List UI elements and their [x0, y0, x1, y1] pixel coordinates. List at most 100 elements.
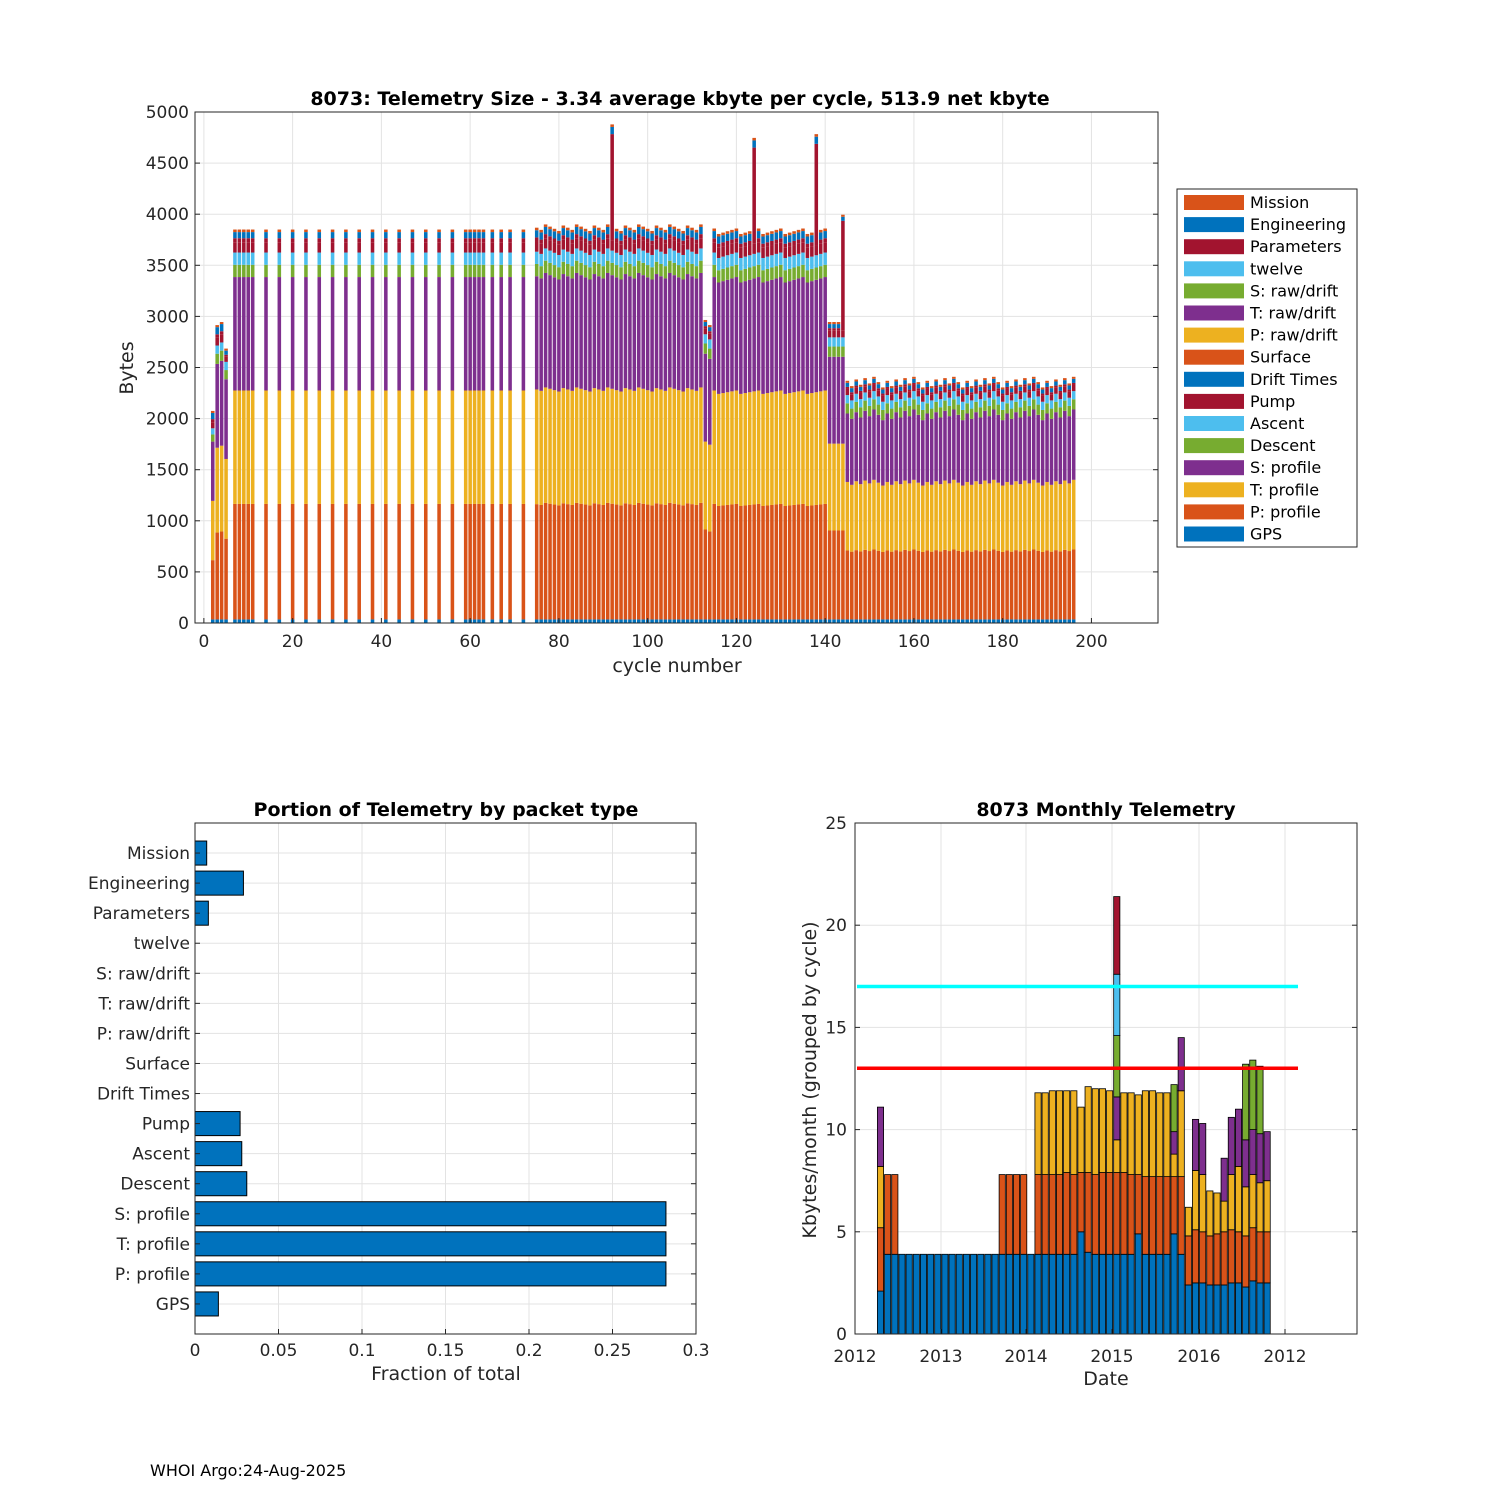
top-bar-segment	[903, 619, 907, 623]
monthly-bar-segment	[1141, 1176, 1149, 1255]
top-bar-segment	[836, 443, 841, 531]
top-bar-segment	[845, 403, 850, 414]
monthly-bar-segment	[1199, 1231, 1207, 1284]
top-bar-segment	[1000, 485, 1005, 552]
top-bar-segment	[712, 390, 716, 504]
top-bar-segment	[610, 503, 614, 620]
top-bar-segment	[770, 245, 774, 256]
top-bar-segment	[583, 619, 588, 623]
top-bar-segment	[747, 231, 752, 234]
top-bar-segment	[1063, 386, 1067, 393]
top-bar-segment	[574, 248, 579, 261]
top-bar-segment	[663, 504, 668, 620]
top-bar-segment	[992, 376, 996, 379]
top-bar-segment	[663, 266, 668, 279]
top-bar-segment	[659, 619, 663, 623]
top-bar-segment	[210, 412, 215, 420]
legend-swatch	[1184, 305, 1244, 321]
top-bar-segment	[304, 242, 308, 253]
top-bar-segment	[739, 282, 743, 394]
top-bar-segment	[397, 619, 401, 623]
top-bar-segment	[832, 322, 836, 325]
top-bar-segment	[641, 388, 645, 504]
top-bar-segment	[863, 386, 867, 393]
top-bar-segment	[730, 239, 734, 244]
top-bar-segment	[983, 378, 987, 381]
top-bar-segment	[579, 262, 583, 276]
monthly-bar-segment	[1091, 1088, 1099, 1175]
top-bar-segment	[632, 243, 637, 254]
top-bar-segment	[872, 378, 876, 383]
top-bar-segment	[481, 264, 486, 278]
top-bar-segment	[703, 529, 708, 620]
top-bar-segment	[907, 405, 912, 417]
top-bar-segment	[1071, 382, 1076, 385]
top-bar-segment	[1023, 384, 1027, 387]
top-bar-segment	[854, 379, 859, 382]
monthly-bar-segment	[1235, 1165, 1243, 1233]
top-bar-segment	[628, 389, 632, 505]
top-bar-segment	[543, 224, 548, 227]
top-bar-segment	[774, 391, 779, 505]
top-bar-segment	[703, 334, 708, 344]
top-bar-segment	[224, 350, 228, 355]
top-bar-segment	[583, 231, 588, 239]
top-bar-segment	[743, 242, 748, 247]
top-bar-segment	[637, 226, 641, 235]
top-ytick-label: 1000	[146, 512, 189, 532]
monthly-bar-segment	[1106, 1253, 1114, 1335]
top-bar-segment	[796, 239, 801, 244]
monthly-bar-segment	[1249, 1174, 1257, 1229]
top-bar-segment	[885, 481, 890, 551]
monthly-bar-segment	[1213, 1233, 1221, 1286]
top-bar-segment	[814, 143, 819, 246]
top-bar-segment	[845, 550, 850, 620]
monthly-bar-segment	[1206, 1235, 1214, 1286]
top-bar-segment	[725, 255, 730, 268]
monthly-bar-segment	[977, 1253, 985, 1335]
top-bar-segment	[685, 228, 690, 236]
top-bar-segment	[716, 505, 721, 620]
top-bar-segment	[610, 619, 614, 623]
top-bar-segment	[898, 392, 903, 400]
monthly-bar-segment	[1227, 1229, 1235, 1284]
legend-label: P: raw/drift	[1250, 326, 1338, 345]
portion-bar	[194, 870, 244, 896]
top-bar-segment	[796, 391, 801, 505]
top-bar-segment	[472, 252, 477, 265]
top-bar-segment	[832, 324, 836, 329]
top-bar-segment	[237, 238, 242, 243]
top-bar-segment	[437, 238, 441, 243]
top-bar-segment	[805, 257, 810, 271]
top-bar-segment	[938, 384, 943, 387]
top-bar-segment	[739, 619, 743, 623]
top-bar-segment	[410, 390, 415, 504]
top-bar-segment	[827, 346, 832, 357]
top-bar-segment	[605, 502, 610, 620]
monthly-bar-segment	[1177, 1090, 1185, 1178]
top-bar-segment	[370, 619, 375, 623]
top-bar-segment	[632, 229, 637, 233]
monthly-bar-segment	[948, 1253, 956, 1335]
top-bar-segment	[978, 399, 983, 408]
top-bar-segment	[477, 252, 481, 265]
top-bar-segment	[978, 386, 983, 391]
top-bar-segment	[468, 229, 472, 233]
top-bar-segment	[659, 227, 663, 231]
monthly-bar-segment	[1027, 1253, 1035, 1335]
top-bar-segment	[810, 235, 814, 243]
top-bar-segment	[1018, 551, 1023, 620]
top-bar-segment	[779, 390, 783, 504]
top-bar-segment	[952, 549, 956, 620]
top-bar-segment	[1067, 619, 1072, 623]
top-bar-segment	[841, 220, 845, 331]
top-bar-segment	[499, 238, 503, 243]
top-bar-segment	[676, 504, 681, 620]
monthly-bar-segment	[877, 1165, 885, 1229]
top-bar-segment	[237, 277, 242, 391]
legend-swatch	[1184, 283, 1244, 299]
top-bar-segment	[614, 277, 619, 391]
top-bar-segment	[725, 245, 730, 256]
top-bar-segment	[827, 324, 832, 329]
top-bar-segment	[796, 232, 801, 240]
